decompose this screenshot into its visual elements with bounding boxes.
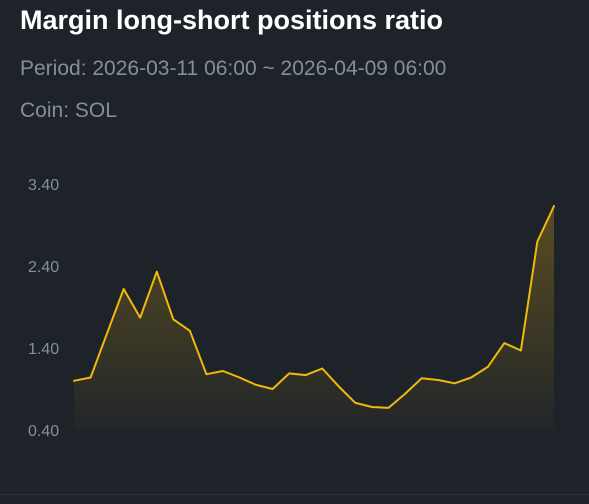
- coin-label: Coin: SOL: [20, 99, 117, 122]
- chart-title: Margin long-short positions ratio: [20, 5, 443, 35]
- series-area: [74, 206, 554, 430]
- y-tick-label: 0.40: [28, 423, 59, 440]
- bottom-divider: [0, 494, 589, 495]
- series-line: [73, 205, 555, 409]
- y-tick-label: 2.40: [28, 259, 59, 276]
- y-tick-label: 1.40: [28, 341, 59, 358]
- y-tick-label: 3.40: [28, 177, 59, 194]
- period-label: Period: 2026-03-11 06:00 ~ 2026-04-09 06…: [20, 57, 447, 80]
- y-axis-ticks: 3.40 2.40 1.40 0.40: [28, 177, 59, 440]
